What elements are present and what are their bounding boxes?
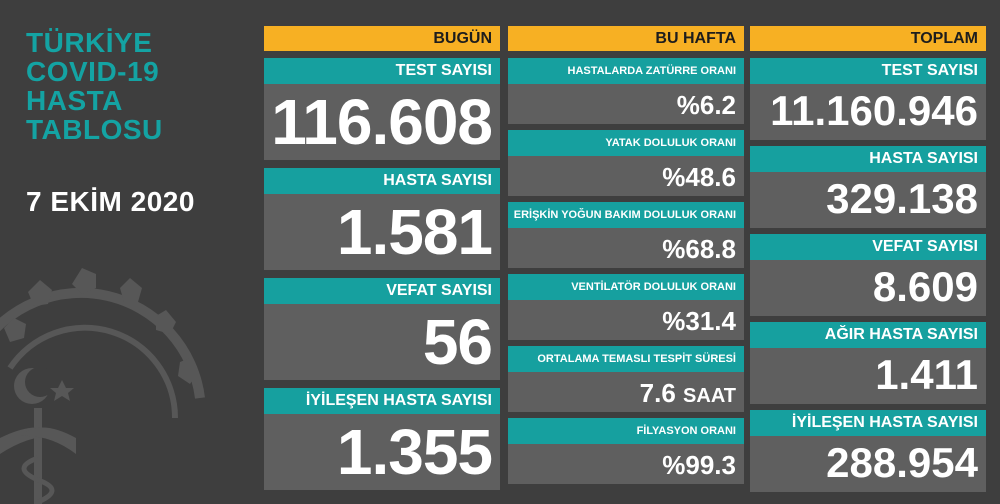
card-value: 7.6 SAAT: [508, 372, 744, 417]
card-value: 1.411: [875, 351, 978, 398]
total-test-card: TEST SAYISI 11.160.946: [750, 58, 986, 140]
week-contact-card: ORTALAMA TEMASLI TESPİT SÜRESİ 7.6 SAAT: [508, 346, 744, 412]
contact-time-value: 7.6: [639, 378, 676, 408]
report-date: 7 EKİM 2020: [26, 186, 195, 217]
card-value: %68.8: [662, 234, 736, 264]
week-ventilator-card: VENTİLATÖR DOLULUK ORANI %31.4: [508, 274, 744, 340]
card-label: ORTALAMA TEMASLI TESPİT SÜRESİ: [508, 346, 744, 372]
page-title: TÜRKİYE COVID-19 HASTA TABLOSU: [26, 28, 163, 144]
today-case-card: HASTA SAYISI 1.581: [264, 168, 500, 270]
week-icu-card: ERİŞKİN YOĞUN BAKIM DOLULUK ORANI %68.8: [508, 202, 744, 268]
card-label: HASTA SAYISI: [750, 146, 986, 172]
today-test-card: TEST SAYISI 116.608: [264, 58, 500, 160]
total-header: TOPLAM: [750, 26, 986, 51]
card-value: 8.609: [872, 263, 978, 310]
card-value: %6.2: [676, 90, 736, 120]
today-header: BUGÜN: [264, 26, 500, 51]
card-value: 1.355: [336, 416, 493, 488]
card-value: 1.581: [336, 196, 493, 268]
title-line: TÜRKİYE: [26, 27, 153, 58]
card-label: HASTA SAYISI: [264, 168, 500, 194]
card-label: AĞIR HASTA SAYISI: [750, 322, 986, 348]
card-label: İYİLEŞEN HASTA SAYISI: [264, 388, 500, 414]
card-value: %31.4: [662, 306, 736, 336]
card-label: TEST SAYISI: [750, 58, 986, 84]
card-value: 116.608: [271, 86, 493, 158]
ministry-emblem-icon: [0, 268, 205, 504]
card-label: VEFAT SAYISI: [750, 234, 986, 260]
card-value: 56: [422, 306, 493, 378]
card-label: YATAK DOLULUK ORANI: [508, 130, 744, 156]
card-label: İYİLEŞEN HASTA SAYISI: [750, 410, 986, 436]
week-bed-card: YATAK DOLULUK ORANI %48.6: [508, 130, 744, 196]
week-header: BU HAFTA: [508, 26, 744, 51]
card-label: HASTALARDA ZATÜRRE ORANI: [508, 58, 744, 84]
contact-time-unit: SAAT: [683, 385, 736, 407]
title-line: COVID-19: [26, 56, 160, 87]
card-value: 288.954: [826, 439, 978, 486]
card-value: %99.3: [662, 450, 736, 480]
card-label: VENTİLATÖR DOLULUK ORANI: [508, 274, 744, 300]
total-severe-card: AĞIR HASTA SAYISI 1.411: [750, 322, 986, 404]
today-death-card: VEFAT SAYISI 56: [264, 278, 500, 380]
card-label: ERİŞKİN YOĞUN BAKIM DOLULUK ORANI: [508, 202, 744, 228]
card-value: 11.160.946: [770, 87, 978, 134]
week-filiation-card: FİLYASYON ORANI %99.3: [508, 418, 744, 484]
card-value: %48.6: [662, 162, 736, 192]
card-label: TEST SAYISI: [264, 58, 500, 84]
card-label: VEFAT SAYISI: [264, 278, 500, 304]
total-death-card: VEFAT SAYISI 8.609: [750, 234, 986, 316]
title-line: HASTA: [26, 85, 123, 116]
total-case-card: HASTA SAYISI 329.138: [750, 146, 986, 228]
card-label: FİLYASYON ORANI: [508, 418, 744, 444]
week-pneumonia-card: HASTALARDA ZATÜRRE ORANI %6.2: [508, 58, 744, 124]
total-recovered-card: İYİLEŞEN HASTA SAYISI 288.954: [750, 410, 986, 492]
today-recovered-card: İYİLEŞEN HASTA SAYISI 1.355: [264, 388, 500, 490]
card-value: 329.138: [826, 175, 978, 222]
title-line: TABLOSU: [26, 114, 163, 145]
